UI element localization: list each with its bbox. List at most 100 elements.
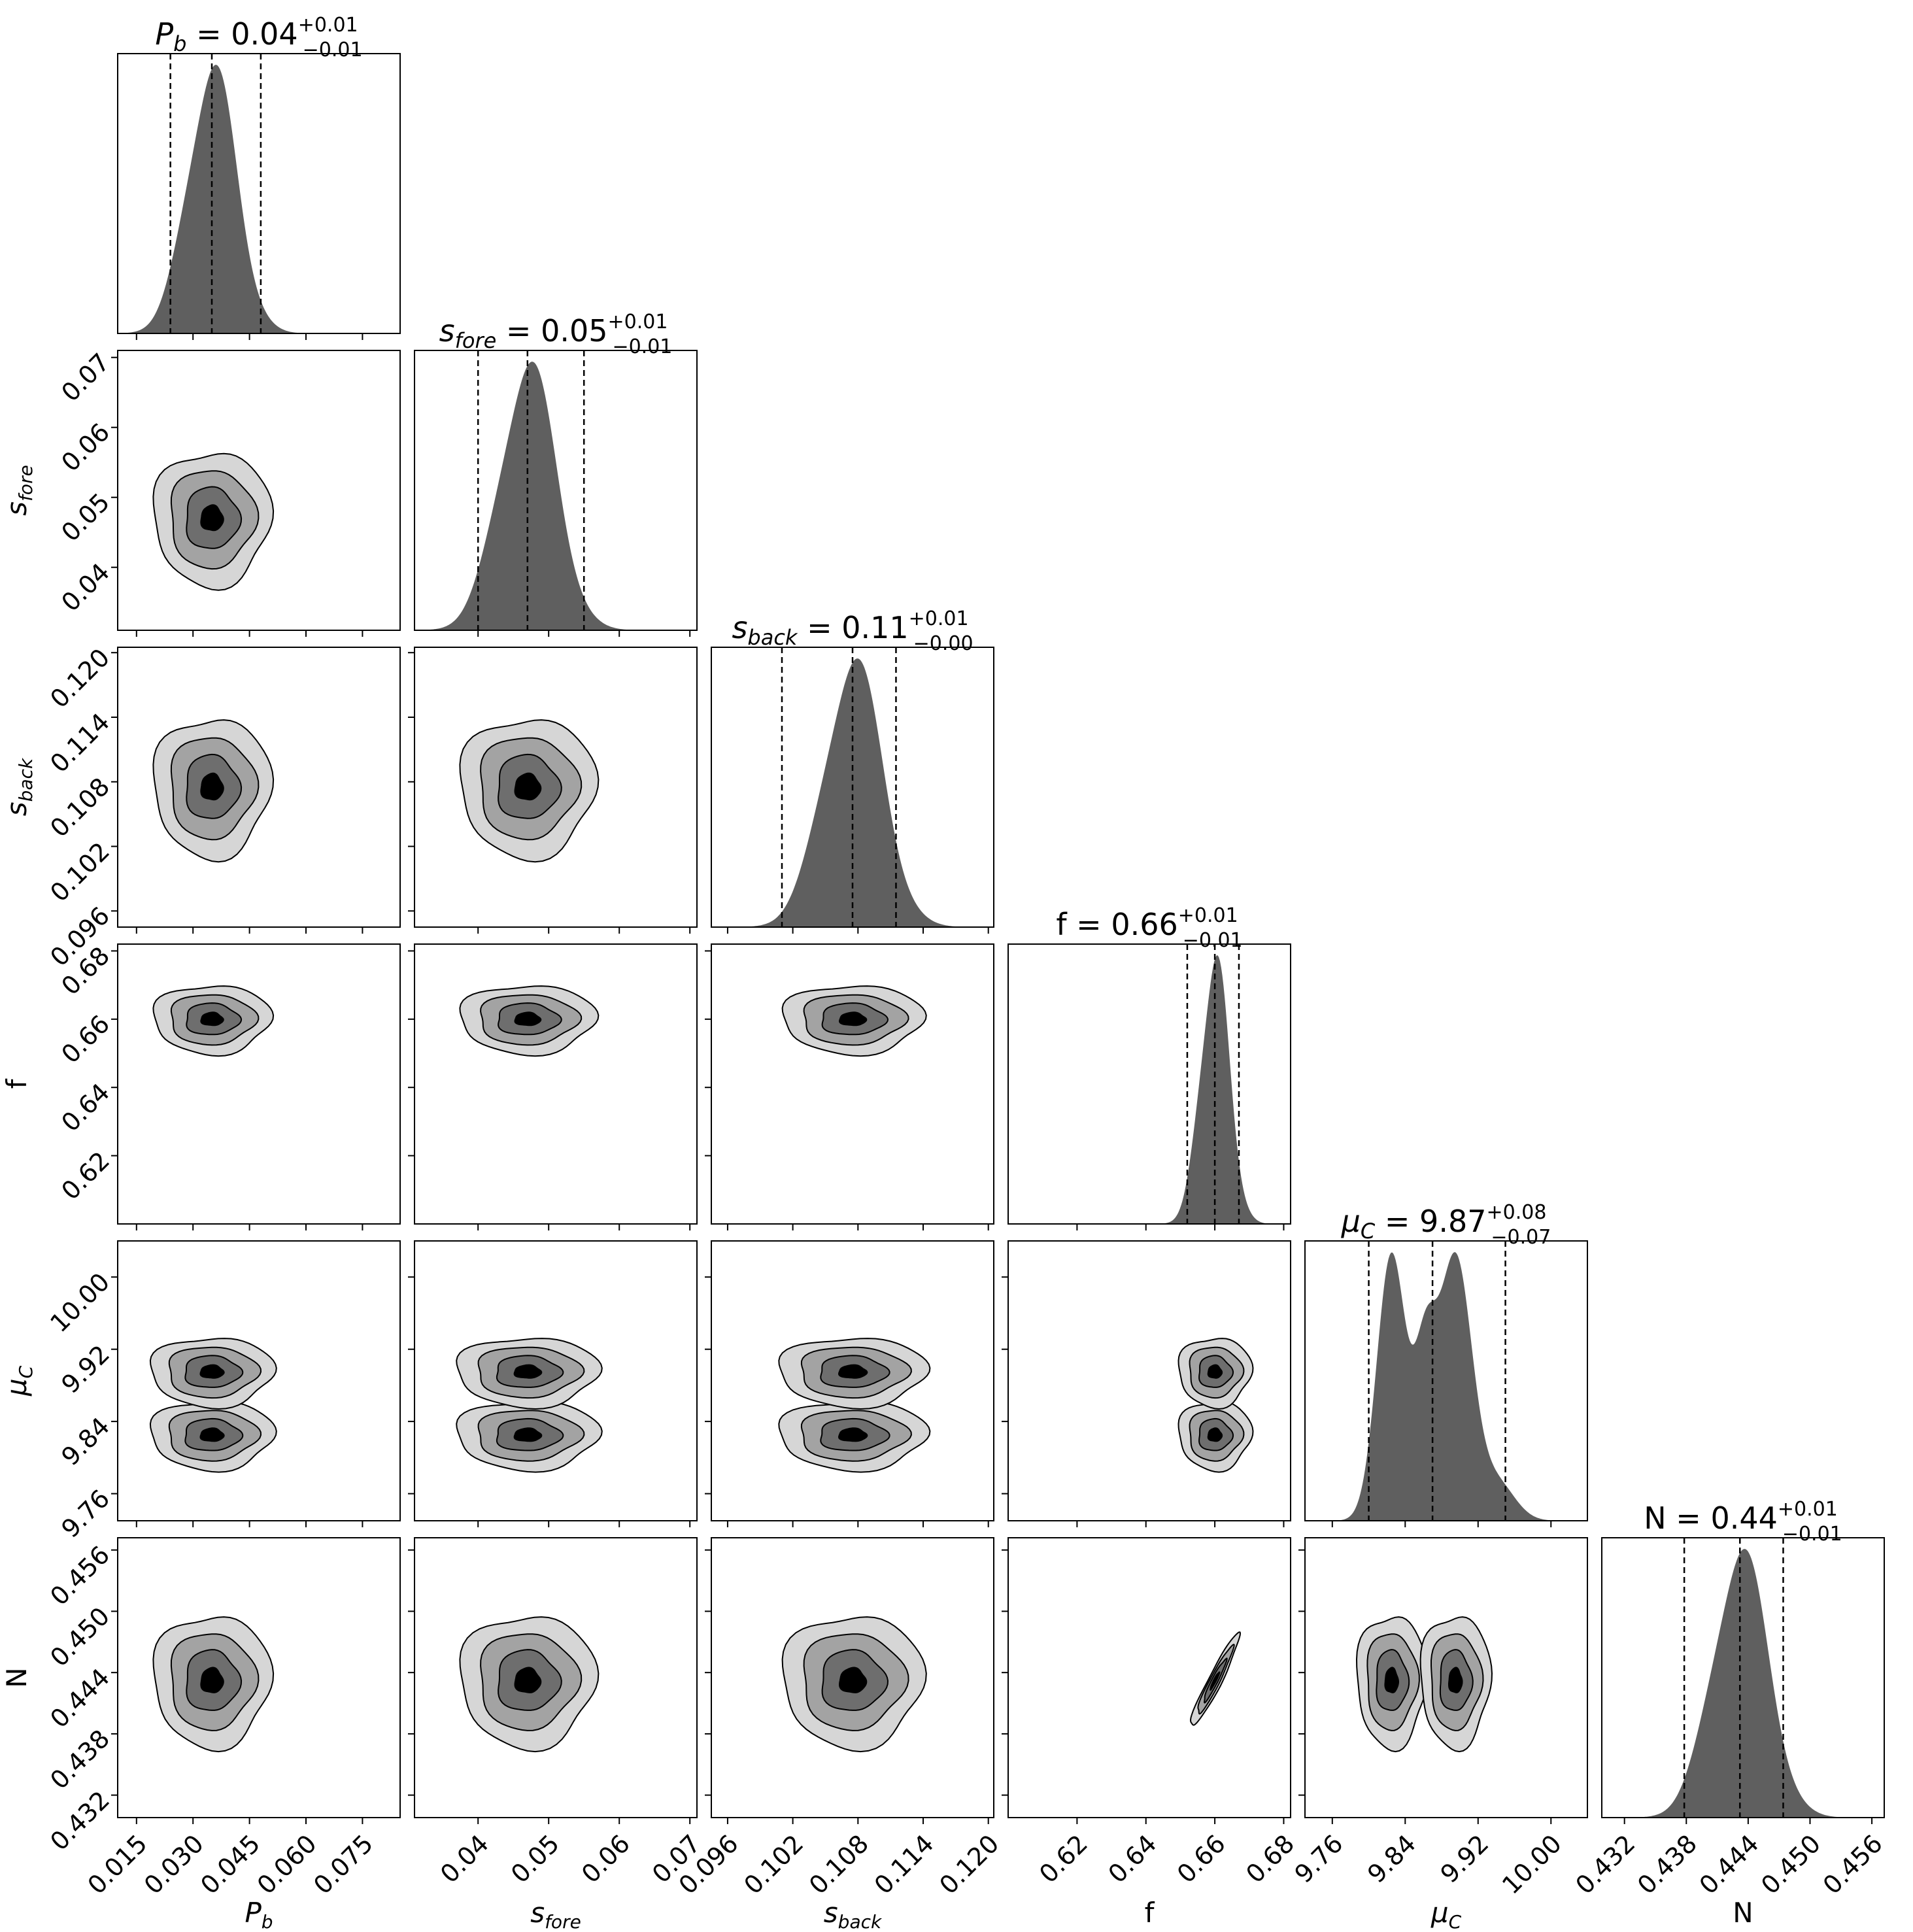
x-tick-label-f-3: 0.68 xyxy=(1240,1829,1300,1889)
x-axis-label-f: f xyxy=(1145,1897,1155,1929)
axis-frame xyxy=(1304,1240,1588,1521)
y-tick-label-n-4: 0.456 xyxy=(44,1540,115,1611)
axis-frame xyxy=(1007,943,1291,1225)
contour-level-4-mode-1 xyxy=(513,1427,543,1442)
hist-panel-p-b: Pb = 0.04+0.01 −0.01 xyxy=(117,14,401,340)
y-tick-label-s-back-1: 0.102 xyxy=(44,837,115,907)
axis-frame xyxy=(1304,1537,1588,1818)
y-axis-label-s-back: sback xyxy=(1,757,37,816)
axis-frame xyxy=(1007,1240,1291,1521)
panel-title-n: N = 0.44+0.01 −0.01 xyxy=(1644,1498,1842,1546)
axis-frame xyxy=(117,647,401,928)
axis-frame xyxy=(414,1537,698,1818)
contour-level-4 xyxy=(200,1011,224,1026)
contour-level-4-mode-2 xyxy=(1448,1667,1463,1693)
histogram-n xyxy=(1602,1549,1884,1818)
contour-level-4 xyxy=(514,1667,542,1693)
x-tick-label-s-fore-2: 0.06 xyxy=(576,1829,635,1889)
hist-panel-s-back: sback = 0.11+0.01 −0.00 xyxy=(711,607,994,934)
contour-panel-f-vs-s-back xyxy=(705,943,994,1230)
contour-level-4 xyxy=(1210,1671,1221,1691)
x-tick-label-n-4: 0.456 xyxy=(1818,1829,1888,1900)
contour-level-4-mode-2 xyxy=(199,1364,225,1379)
x-axis-label-s-back: sback xyxy=(824,1897,883,1932)
contour-panel-f-vs-p-b: 0.620.640.660.68 xyxy=(56,941,401,1230)
x-tick-label-n-3: 0.450 xyxy=(1755,1829,1826,1900)
hist-panel-n: N = 0.44+0.01 −0.01 0.4320.4380.4440.4500.… xyxy=(1570,1498,1888,1900)
x-tick-label-n-0: 0.432 xyxy=(1570,1829,1640,1900)
y-tick-label-mu-c-1: 9.84 xyxy=(56,1412,115,1471)
x-tick-label-s-back-2: 0.108 xyxy=(804,1829,874,1900)
y-axis-label-mu-c: μC xyxy=(1,1365,37,1397)
contour-level-4 xyxy=(200,1667,224,1693)
x-tick-label-mu-c-2: 9.92 xyxy=(1435,1829,1495,1889)
axis-frame xyxy=(117,53,401,334)
panel-title-s-back: sback = 0.11+0.01 −0.00 xyxy=(732,607,973,655)
axis-frame xyxy=(711,647,994,928)
y-tick-label-f-1: 0.64 xyxy=(56,1077,115,1137)
contour-level-4-mode-1 xyxy=(199,1427,225,1442)
contour-level-4-mode-1 xyxy=(838,1427,868,1442)
y-tick-label-mu-c-3: 10.00 xyxy=(44,1267,115,1338)
panel-title-s-fore: sfore = 0.05+0.01 −0.01 xyxy=(439,311,673,358)
x-tick-label-p-b-4: 0.075 xyxy=(308,1829,379,1900)
axis-frame xyxy=(1007,1537,1291,1818)
x-axis-label-mu-c: μC xyxy=(1431,1897,1462,1932)
x-tick-label-p-b-1: 0.030 xyxy=(139,1829,209,1900)
x-tick-label-p-b-2: 0.045 xyxy=(195,1829,265,1900)
y-tick-label-s-fore-2: 0.06 xyxy=(56,418,115,477)
y-tick-label-s-fore-1: 0.05 xyxy=(56,488,115,547)
axis-frame xyxy=(117,350,401,631)
y-tick-label-s-back-3: 0.114 xyxy=(44,707,115,778)
contour-level-4-mode-1 xyxy=(1207,1427,1223,1442)
axis-frame xyxy=(711,943,994,1225)
y-tick-label-mu-c-0: 9.76 xyxy=(56,1484,115,1544)
x-tick-label-f-1: 0.64 xyxy=(1103,1829,1162,1889)
x-tick-label-mu-c-3: 10.00 xyxy=(1497,1829,1567,1900)
y-tick-label-n-2: 0.444 xyxy=(44,1663,115,1733)
axis-frame xyxy=(414,943,698,1225)
histogram-p-b xyxy=(118,65,400,333)
panel-title-p-b: Pb = 0.04+0.01 −0.01 xyxy=(155,14,362,61)
axis-frame xyxy=(1601,1537,1885,1818)
x-tick-label-s-back-4: 0.120 xyxy=(934,1829,1004,1900)
x-tick-label-p-b-0: 0.015 xyxy=(82,1829,153,1900)
axis-frame xyxy=(414,350,698,631)
hist-panel-s-fore: sfore = 0.05+0.01 −0.01 xyxy=(414,311,698,637)
x-tick-label-s-back-3: 0.114 xyxy=(869,1829,940,1900)
histogram-f xyxy=(1008,955,1291,1224)
contour-panel-s-back-vs-s-fore xyxy=(408,647,698,934)
contour-panel-mu-c-vs-s-back xyxy=(705,1240,994,1527)
axis-frame xyxy=(414,647,698,928)
hist-panel-mu-c: μC = 9.87+0.08 −0.07 xyxy=(1304,1201,1588,1527)
x-axis-label-s-fore: sfore xyxy=(530,1897,581,1932)
x-tick-label-n-1: 0.438 xyxy=(1632,1829,1702,1900)
y-tick-label-mu-c-2: 9.92 xyxy=(56,1340,115,1399)
axis-frame xyxy=(414,1240,698,1521)
panels: Pb = 0.04+0.01 −0.01 0.04 0.05 0.06 0.07 sfore… xyxy=(1,14,1888,1932)
contour-level-4-mode-2 xyxy=(513,1364,543,1379)
contour-level-4 xyxy=(838,1011,868,1026)
contour-panel-s-fore-vs-p-b: 0.04 0.05 0.06 0.07 xyxy=(56,348,401,637)
x-tick-label-mu-c-1: 9.84 xyxy=(1362,1829,1421,1889)
x-tick-label-s-back-1: 0.102 xyxy=(738,1829,809,1900)
hist-panel-f: f = 0.66+0.01 −0.01 xyxy=(1007,904,1291,1230)
x-tick-label-f-0: 0.62 xyxy=(1034,1829,1093,1889)
x-tick-label-f-2: 0.66 xyxy=(1172,1829,1231,1889)
x-axis-label-p-b: Pb xyxy=(245,1897,273,1932)
panel-title-f: f = 0.66+0.01 −0.01 xyxy=(1056,904,1242,952)
contour-panel-f-vs-s-fore xyxy=(408,943,698,1230)
x-tick-label-s-fore-0: 0.04 xyxy=(435,1829,494,1889)
contour-panel-n-vs-mu-c: 9.76 9.84 9.92 10.00 xyxy=(1289,1537,1588,1900)
contour-panel-mu-c-vs-f xyxy=(1002,1240,1291,1527)
y-tick-label-s-fore-0: 0.04 xyxy=(56,558,115,617)
x-tick-label-n-2: 0.444 xyxy=(1694,1829,1765,1900)
contour-level-4-mode-2 xyxy=(1207,1364,1223,1379)
x-axis-label-n: N xyxy=(1733,1897,1753,1929)
y-tick-label-s-fore-3: 0.07 xyxy=(56,348,115,407)
contour-panel-mu-c-vs-s-fore xyxy=(408,1240,698,1527)
